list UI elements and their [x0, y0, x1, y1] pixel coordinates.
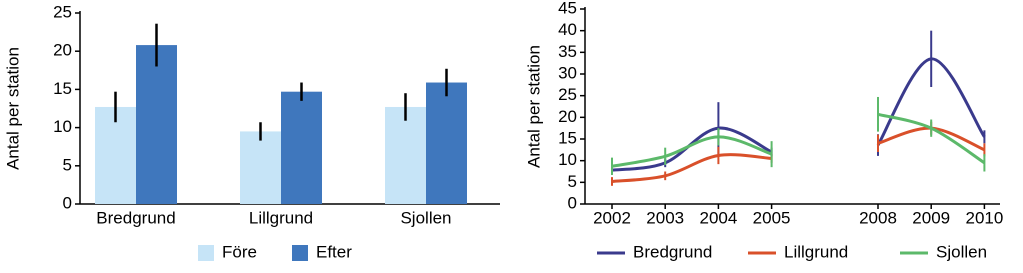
y-tick-label: 5	[568, 172, 577, 191]
bar	[95, 106, 136, 204]
y-axis-label: Antal per station	[524, 45, 543, 168]
y-tick-label: 40	[558, 20, 577, 39]
y-tick-label: 20	[558, 107, 577, 126]
y-tick-label: 45	[558, 0, 577, 17]
bar	[281, 91, 322, 204]
x-tick-label: Sjollen	[400, 208, 451, 227]
y-axis-label: Antal per station	[3, 47, 22, 170]
y-tick-label: 20	[53, 41, 72, 60]
legend-label: Sjollen	[936, 242, 987, 261]
x-tick-label: 2008	[859, 208, 897, 227]
y-tick-label: 30	[558, 63, 577, 82]
bar	[136, 45, 177, 205]
legend-label: Före	[222, 242, 257, 261]
legend-label: Lillgrund	[784, 242, 848, 261]
y-tick-label: 0	[63, 193, 72, 212]
x-tick-label: 2003	[646, 208, 684, 227]
legend-label: Bredgrund	[633, 242, 712, 261]
legend-swatch	[292, 245, 308, 261]
bar	[240, 131, 281, 204]
x-tick-label: 2010	[965, 208, 1003, 227]
legend-label: Efter	[316, 242, 352, 261]
y-tick-label: 15	[53, 79, 72, 98]
y-tick-label: 25	[558, 85, 577, 104]
y-tick-label: 5	[63, 155, 72, 174]
series-line	[611, 112, 986, 168]
y-tick-label: 15	[558, 128, 577, 147]
x-tick-label: Lillgrund	[249, 208, 313, 227]
legend-swatch	[198, 245, 214, 261]
y-tick-label: 10	[53, 117, 72, 136]
y-tick-label: 0	[568, 193, 577, 212]
y-tick-label: 25	[53, 2, 72, 21]
y-tick-label: 35	[558, 42, 577, 61]
x-tick-label: 2004	[699, 208, 737, 227]
x-tick-label: 2002	[593, 208, 631, 227]
y-tick-label: 10	[558, 150, 577, 169]
x-tick-label: 2009	[912, 208, 950, 227]
x-tick-label: Bredgrund	[96, 208, 175, 227]
bar	[385, 106, 426, 204]
x-tick-label: 2005	[753, 208, 791, 227]
bar	[426, 82, 467, 204]
series-line	[611, 57, 986, 172]
